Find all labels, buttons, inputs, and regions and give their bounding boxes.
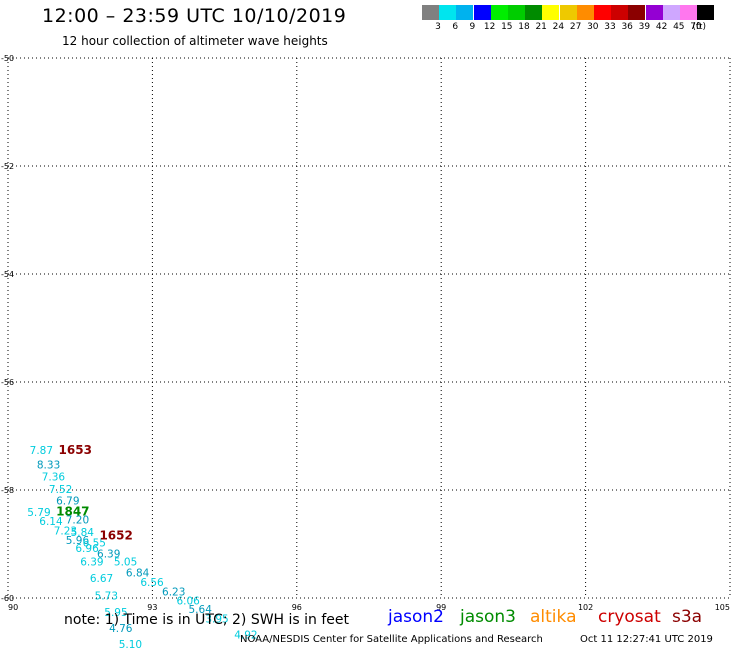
legend-label: 3: [435, 22, 441, 32]
satellite-name-jason2: jason2: [388, 607, 444, 627]
wave-height-label: 5.64: [189, 604, 213, 616]
footer-note: note: 1) Time is in UTC; 2) SWH is in fe…: [64, 612, 350, 628]
legend-unit: (ft): [692, 22, 706, 32]
legend-swatch: [456, 5, 474, 20]
wave-height-label: 4.92: [234, 630, 257, 642]
legend-swatch: [628, 5, 646, 20]
legend-swatch: [645, 5, 663, 20]
satellite-name-cryosat: cryosat: [598, 607, 661, 627]
wave-height-label: 6.79: [56, 496, 79, 508]
y-tick-label: -56: [1, 378, 14, 387]
pass-time-label: 1653: [59, 443, 92, 457]
legend-label: 33: [604, 22, 616, 32]
legend-swatch: [473, 5, 491, 20]
legend-label: 21: [535, 22, 547, 32]
wave-height-label: 6.84: [126, 567, 150, 579]
legend-label: 39: [638, 22, 651, 32]
legend-label: 24: [552, 22, 565, 32]
legend-label: 6: [452, 22, 459, 32]
legend-label: 30: [587, 22, 599, 32]
y-tick-label: -50: [1, 54, 14, 63]
pass-time-label: 1652: [99, 529, 132, 543]
legend-swatch: [559, 5, 577, 20]
wave-height-label: 5.96: [66, 535, 90, 547]
legend-swatch: [594, 5, 611, 20]
wave-height-label: 6.23: [162, 586, 185, 598]
x-tick-label: 105: [715, 603, 730, 612]
credit-text: NOAA/NESDIS Center for Satellite Applica…: [240, 634, 543, 645]
x-tick-label: 99: [436, 603, 446, 612]
wave-height-label: 7.87: [30, 445, 53, 457]
legend-swatch: [525, 5, 543, 20]
wave-height-label: 6.96: [75, 543, 99, 555]
timestamp-text: Oct 11 12:27:41 UTC 2019: [580, 634, 713, 645]
wave-height-label: 6.67: [90, 573, 113, 585]
legend-label: 15: [501, 22, 513, 32]
legend-swatch: [662, 5, 680, 20]
legend-label: 36: [621, 22, 633, 32]
x-tick-label: 102: [578, 603, 593, 612]
legend-swatch: [439, 5, 457, 20]
wave-height-label: 8.33: [37, 459, 60, 471]
x-tick-label: 93: [147, 603, 157, 612]
legend-label: 45: [673, 22, 685, 32]
x-tick-label: 96: [292, 603, 302, 612]
legend-swatch: [697, 5, 715, 20]
wave-height-label: 4.76: [109, 623, 133, 635]
x-tick-label: 90: [8, 603, 18, 612]
wave-height-label: 6.39: [97, 549, 120, 561]
legend-swatch: [422, 5, 439, 20]
wave-height-label: 5.05: [114, 557, 137, 569]
legend-label: 42: [655, 22, 668, 32]
wave-height-label: 7.23: [54, 525, 77, 537]
wave-height-label: 5.84: [71, 527, 95, 539]
wave-height-label: 6.56: [140, 577, 164, 589]
legend-label: 12: [483, 22, 496, 32]
legend-swatch: [490, 5, 508, 20]
y-tick-label: -54: [1, 270, 14, 279]
wave-height-label: 7.20: [66, 514, 89, 526]
wave-height-label: 6.06: [176, 595, 200, 607]
wave-height-label: 7.36: [42, 471, 66, 483]
legend-swatch: [680, 5, 697, 20]
legend-label: 27: [569, 22, 582, 32]
wave-height-label: 6.39: [80, 557, 103, 569]
wave-height-label: 6.14: [39, 516, 63, 528]
legend-swatch: [611, 5, 629, 20]
wave-height-label: 6.55: [83, 538, 106, 550]
y-tick-label: -58: [1, 486, 14, 495]
legend-swatch: [576, 5, 594, 20]
y-tick-label: -52: [1, 162, 14, 171]
legend-swatch: [542, 5, 560, 20]
map-subtitle: 12 hour collection of altimeter wave hei…: [62, 34, 328, 48]
wave-height-label: 5.10: [119, 639, 142, 650]
y-tick-label: -60: [1, 594, 14, 603]
legend-label: 70: [690, 22, 702, 32]
satellite-name-altika: altika: [530, 607, 577, 627]
satellite-name-jason3: jason3: [460, 607, 516, 627]
map-title: 12:00 – 23:59 UTC 10/10/2019: [42, 5, 347, 27]
satellite-name-s3a: s3a: [672, 607, 703, 627]
wave-height-label: 5.79: [27, 507, 50, 519]
wave-height-label: 5.73: [95, 591, 118, 603]
pass-time-label: 1847: [56, 504, 89, 518]
legend-swatch: [508, 5, 525, 20]
wave-height-label: 5.95: [104, 607, 127, 619]
legend-label: 9: [469, 22, 476, 32]
wave-height-label: 3.95: [205, 613, 228, 625]
wave-height-label: 7.52: [49, 484, 72, 496]
legend-label: 18: [518, 22, 530, 32]
